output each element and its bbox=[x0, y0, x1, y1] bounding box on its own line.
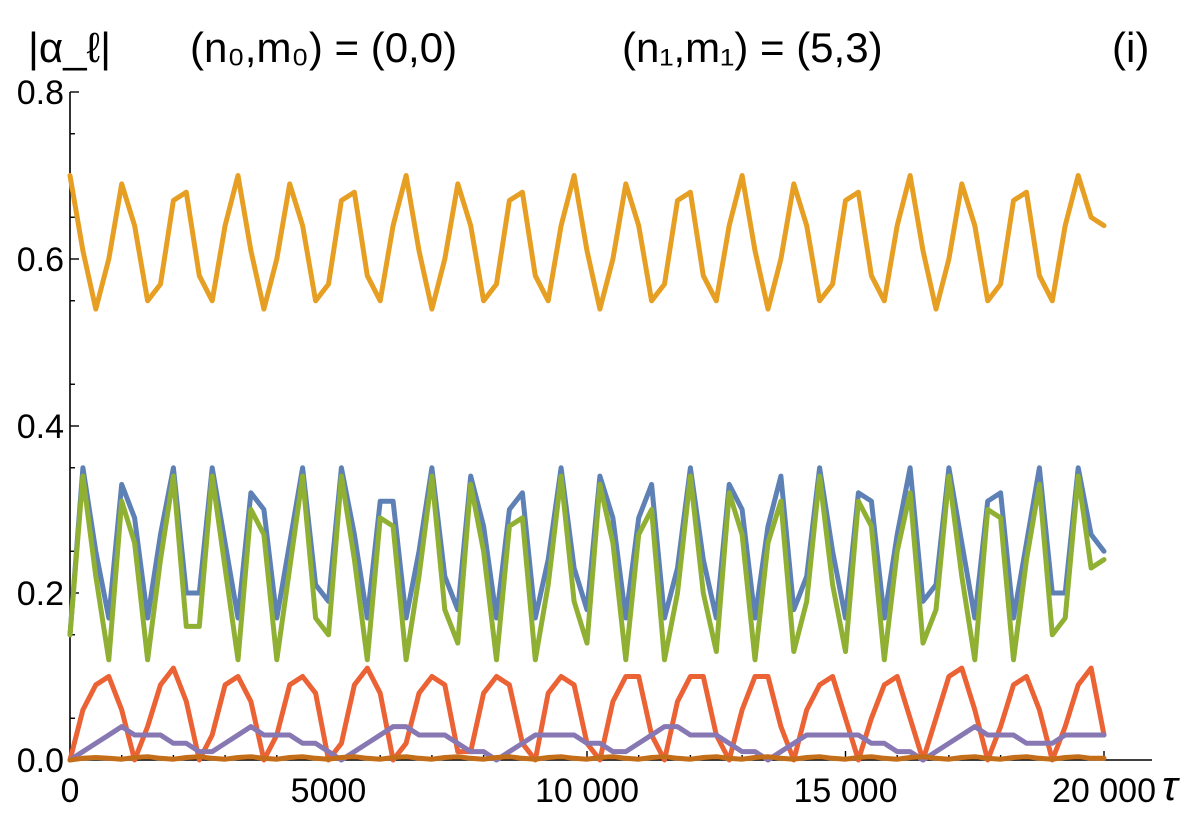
y-tick-label: 0.8 bbox=[17, 74, 64, 112]
series-line-blue bbox=[67, 465, 1107, 638]
panel-label: (i) bbox=[1112, 24, 1149, 71]
y-axis-label: |α_ℓ| bbox=[28, 24, 111, 71]
x-tick-label: 20 000 bbox=[1052, 772, 1156, 810]
series-line-orange bbox=[67, 173, 1107, 312]
x-tick-label: 5000 bbox=[291, 772, 367, 810]
y-tick-label: 0.4 bbox=[17, 408, 64, 446]
y-tick-label: 0.2 bbox=[17, 575, 64, 613]
series-line-brown bbox=[67, 754, 1107, 763]
x-tick-label: 0 bbox=[61, 772, 80, 810]
x-ticks: 0 5000 10 000 15 000 20 000 bbox=[61, 751, 1156, 810]
series-line-green bbox=[67, 473, 1107, 663]
x-tick-label: 10 000 bbox=[535, 772, 639, 810]
y-ticks: 0.0 0.2 0.4 0.6 0.8 bbox=[17, 74, 79, 780]
x-axis-label: τ bbox=[1162, 762, 1180, 809]
y-tick-label: 0.6 bbox=[17, 241, 64, 279]
y-tick-label: 0.0 bbox=[17, 742, 64, 780]
series-line-purple bbox=[67, 724, 1107, 763]
x-tick-label: 15 000 bbox=[794, 772, 898, 810]
title-right: (n₁,m₁) = (5,3) bbox=[622, 24, 883, 71]
title-left: (n₀,m₀) = (0,0) bbox=[190, 24, 457, 71]
series-lines bbox=[67, 173, 1107, 763]
